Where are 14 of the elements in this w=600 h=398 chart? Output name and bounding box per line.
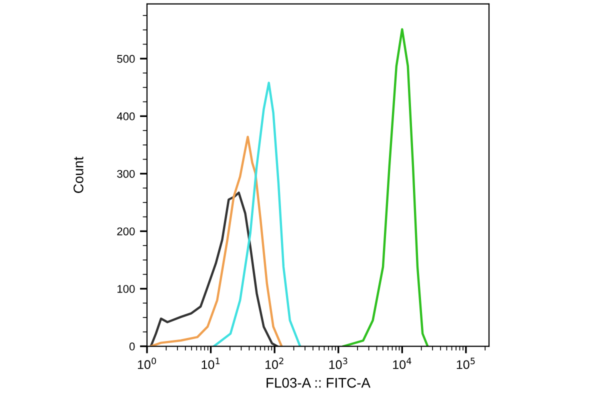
x-tick-label: 10$^{1}$ [202, 358, 220, 370]
y-tick-label: 0 [129, 342, 135, 350]
y-tick-label: 400 [116, 112, 135, 120]
y-axis-title: Count [74, 156, 84, 193]
x-tick-label: 10$^{3}$ [329, 358, 348, 370]
x-tick-label: 10$^{0}$ [138, 358, 156, 370]
y-tick-label: 200 [117, 227, 135, 236]
x-tick-label: 10$^{5}$ [456, 358, 475, 370]
y-tick-label: 300 [117, 170, 135, 178]
x-tick-label: 10$^{2}$ [266, 358, 284, 370]
x-tick-label: 10$^{4}$ [393, 358, 412, 370]
x-axis-title: FL03-A :: FITC-A [266, 378, 370, 388]
y-tick-label: 500 [117, 54, 135, 63]
y-tick-label: 100 [118, 285, 135, 293]
